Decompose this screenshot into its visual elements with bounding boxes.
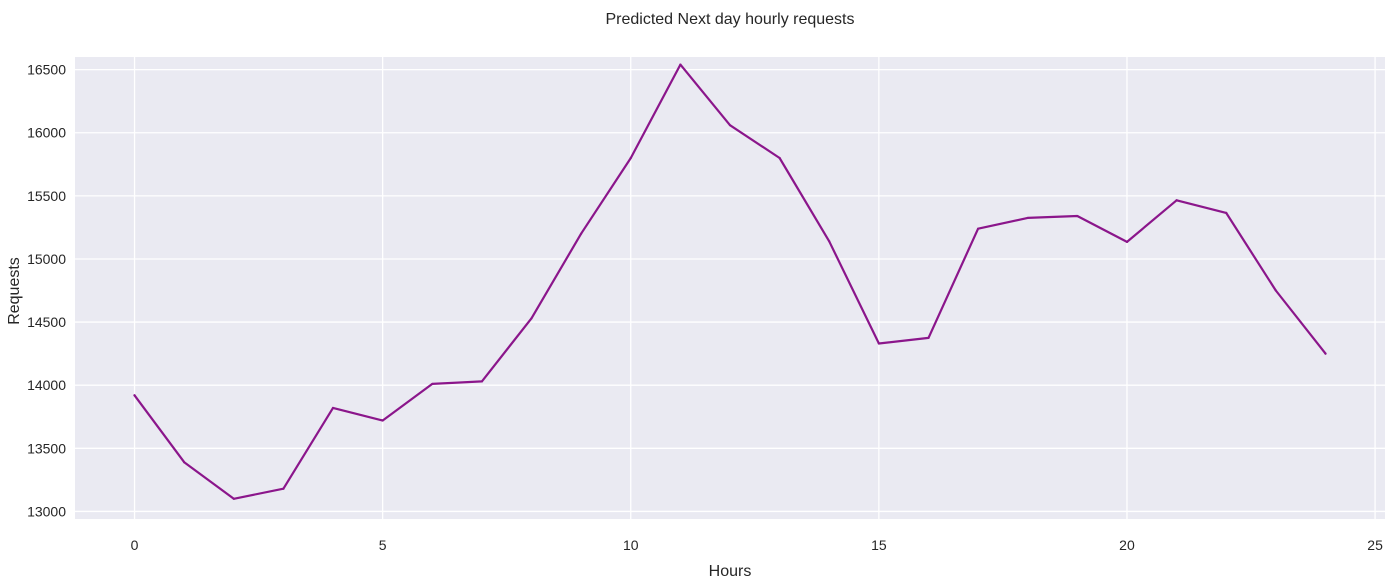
y-tick-label: 13500 (27, 440, 66, 456)
x-tick-label: 25 (1367, 537, 1383, 553)
data-point (877, 342, 880, 345)
data-point (1274, 289, 1277, 292)
plot-area (75, 57, 1385, 519)
gridlines (75, 57, 1385, 519)
x-axis-label: Hours (709, 563, 752, 580)
data-point (828, 240, 831, 243)
data-point (778, 156, 781, 160)
y-axis-label: Requests (6, 257, 23, 325)
data-point (580, 232, 583, 235)
x-axis-ticks: 0 5 10 15 20 25 (131, 537, 1383, 553)
y-tick-label: 16500 (27, 62, 66, 78)
x-tick-label: 10 (623, 537, 639, 553)
data-point (381, 419, 384, 422)
y-tick-label: 14500 (27, 314, 66, 330)
y-tick-label: 15500 (27, 188, 66, 204)
y-tick-label: 13000 (27, 503, 66, 519)
x-tick-label: 5 (379, 537, 387, 553)
data-point (183, 461, 186, 464)
series-layer (133, 63, 1327, 500)
data-point (133, 394, 136, 397)
data-point (728, 124, 732, 127)
x-tick-label: 0 (131, 537, 139, 553)
data-point (1076, 214, 1079, 218)
y-tick-label: 15000 (27, 251, 66, 267)
x-tick-label: 20 (1119, 537, 1135, 553)
data-point (977, 227, 980, 230)
chart-title: Predicted Next day hourly requests (605, 11, 854, 28)
y-tick-label: 14000 (27, 377, 66, 393)
data-point (1175, 199, 1178, 202)
data-point (1324, 352, 1327, 355)
data-point (331, 406, 335, 410)
data-point (530, 317, 533, 320)
data-point (282, 487, 285, 490)
data-point (1026, 216, 1029, 220)
data-point (629, 156, 632, 160)
y-axis-ticks: 13000 13500 14000 14500 15000 15500 16000 16500 (27, 62, 66, 520)
data-point (1125, 240, 1129, 244)
data-point (232, 497, 235, 500)
y-tick-label: 16000 (27, 125, 66, 141)
data-point (927, 336, 930, 339)
x-tick-label: 15 (871, 537, 887, 553)
data-point (1225, 211, 1228, 214)
data-point (431, 382, 434, 386)
data-point (679, 63, 682, 66)
data-point (480, 380, 483, 383)
